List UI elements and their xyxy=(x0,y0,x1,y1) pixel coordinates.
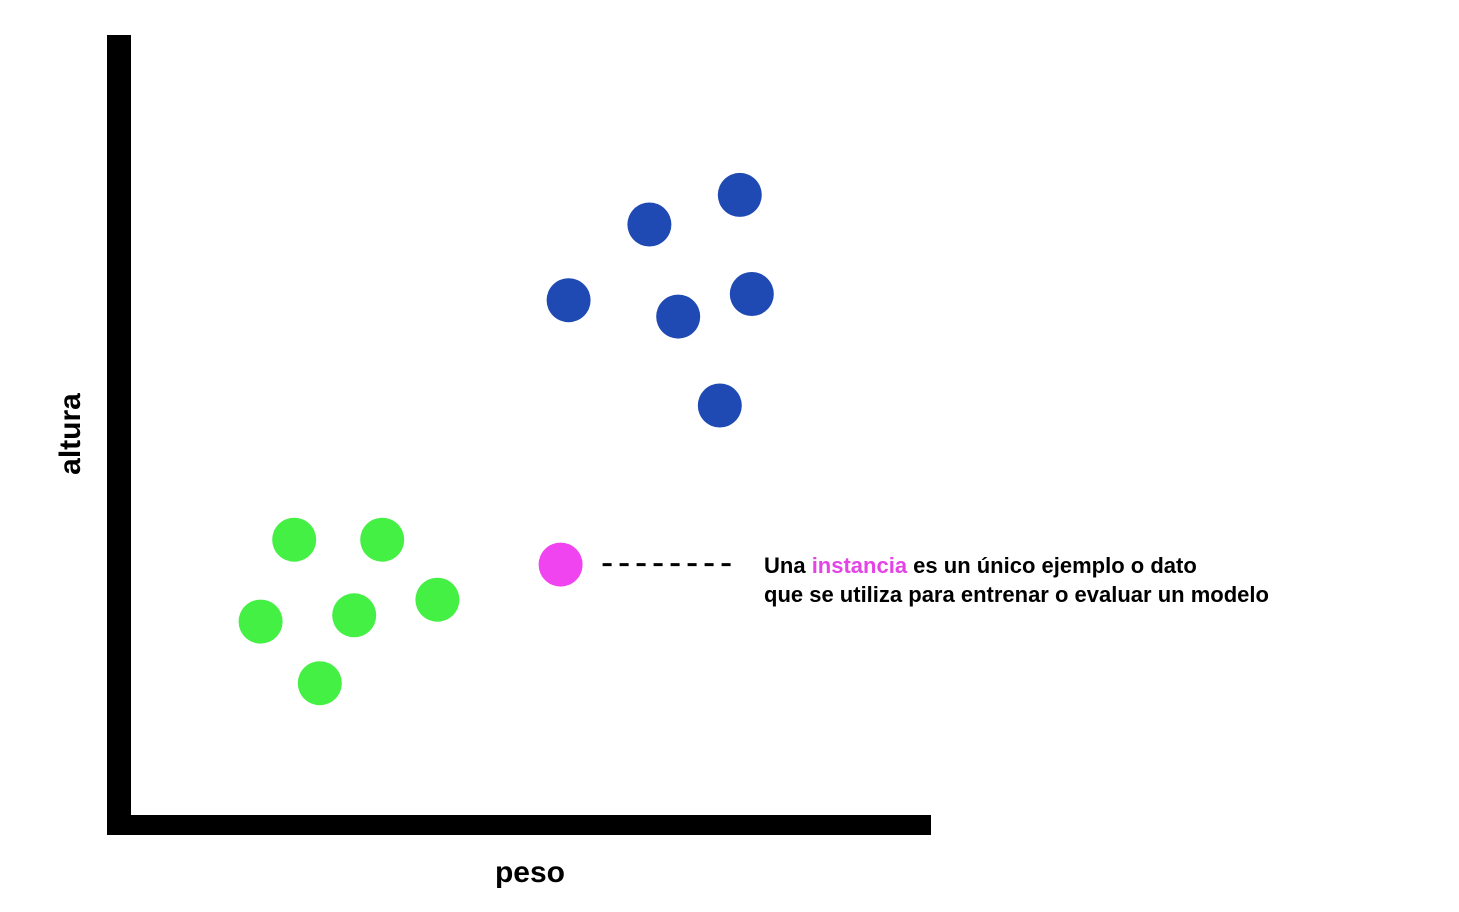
data-point-series-2-6 xyxy=(297,661,342,706)
data-point-series-1-1 xyxy=(546,278,591,323)
points-layer xyxy=(238,172,774,706)
x-axis-label: peso xyxy=(495,856,565,889)
data-point-series-2-2 xyxy=(360,517,405,562)
y-axis-label: altura xyxy=(54,393,87,475)
annotation-text-part-2: instancia xyxy=(812,553,908,578)
data-point-series-2-5 xyxy=(415,577,460,622)
data-point-series-2-4 xyxy=(332,593,377,638)
annotation-text-part-1: Una xyxy=(764,553,812,578)
data-point-series-3-1 xyxy=(538,542,583,587)
data-point-series-1-4 xyxy=(729,272,774,316)
x-axis-line xyxy=(107,815,931,835)
data-point-series-2-3 xyxy=(238,599,283,644)
annotation-line-1: Una instancia es un único ejemplo o dato xyxy=(764,553,1197,578)
data-point-series-1-2 xyxy=(627,202,672,247)
data-point-series-1-3 xyxy=(717,172,762,217)
annotation-text-part-3: es un único ejemplo o dato xyxy=(907,553,1197,578)
data-point-series-2-1 xyxy=(272,517,317,562)
y-axis-line xyxy=(107,35,131,835)
annotation-line-2: que se utiliza para entrenar o evaluar u… xyxy=(764,582,1269,607)
data-point-series-1-6 xyxy=(697,383,742,428)
data-point-series-1-5 xyxy=(656,294,701,339)
